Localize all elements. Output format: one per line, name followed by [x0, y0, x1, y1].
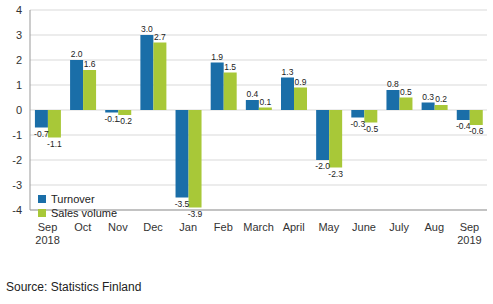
svg-text:2.7: 2.7 [154, 32, 166, 42]
svg-text:March: March [243, 221, 274, 233]
svg-text:1: 1 [16, 79, 22, 91]
svg-text:-4: -4 [12, 204, 22, 216]
svg-text:Sep2019: Sep2019 [457, 221, 481, 246]
svg-text:Aug: Aug [424, 221, 444, 233]
html-text:Source: Statistics Finland: Source: Statistics Finland [6, 280, 142, 294]
svg-text:-0.4: -0.4 [455, 121, 471, 131]
html-text:Sales volume: Sales volume [51, 207, 117, 219]
svg-text:0.1: 0.1 [259, 97, 271, 107]
svg-text:-2.3: -2.3 [328, 169, 343, 179]
svg-text:1.5: 1.5 [224, 62, 236, 72]
svg-text:0.5: 0.5 [400, 87, 412, 97]
svg-text:0.4: 0.4 [246, 89, 258, 99]
svg-text:1.3: 1.3 [282, 67, 294, 77]
svg-text:-2: -2 [12, 154, 22, 166]
svg-text:2.0: 2.0 [71, 49, 83, 59]
svg-text:Sep2018: Sep2018 [35, 221, 59, 246]
svg-text:-2.0: -2.0 [315, 161, 330, 171]
svg-text:4: 4 [16, 4, 22, 16]
svg-text:Nov: Nov [108, 221, 128, 233]
svg-text:0.3: 0.3 [422, 92, 434, 102]
svg-text:1.9: 1.9 [211, 52, 223, 62]
svg-text:Oct: Oct [74, 221, 91, 233]
svg-text:-0.3: -0.3 [350, 118, 366, 129]
svg-text:May: May [318, 221, 339, 233]
svg-text:1.6: 1.6 [84, 59, 96, 69]
svg-text:-1.1: -1.1 [47, 139, 62, 149]
svg-text:Jan: Jan [179, 221, 197, 233]
svg-text:0.2: 0.2 [435, 94, 447, 104]
svg-text:0: 0 [16, 104, 22, 116]
svg-text:-3: -3 [12, 179, 22, 191]
svg-text:July: July [389, 221, 409, 233]
svg-text:3.0: 3.0 [141, 24, 153, 34]
html-text:Turnover: Turnover [51, 193, 95, 205]
svg-text:-0.2: -0.2 [117, 116, 132, 126]
svg-text:-3.9: -3.9 [188, 209, 203, 219]
svg-text:Dec: Dec [143, 221, 163, 233]
svg-text:-0.1: -0.1 [104, 113, 120, 124]
svg-text:-1: -1 [12, 129, 22, 141]
svg-text:-0.5: -0.5 [363, 124, 378, 134]
svg-text:-0.7: -0.7 [34, 129, 49, 139]
svg-text:0.8: 0.8 [387, 79, 399, 89]
svg-text:Feb: Feb [214, 221, 233, 233]
svg-text:June: June [352, 221, 376, 233]
svg-text:-0.6: -0.6 [469, 126, 484, 136]
svg-text:-3.5: -3.5 [175, 199, 190, 209]
svg-text:April: April [283, 221, 305, 233]
svg-text:3: 3 [16, 29, 22, 41]
svg-text:0.9: 0.9 [295, 77, 307, 87]
svg-text:2: 2 [16, 54, 22, 66]
